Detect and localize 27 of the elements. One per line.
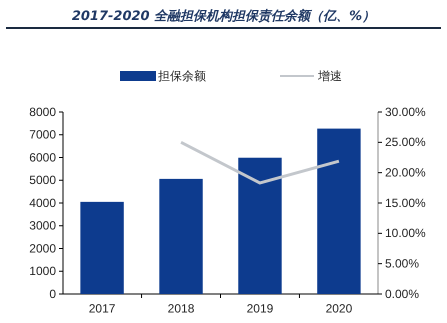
x-tick-label: 2018 <box>168 302 195 316</box>
bar <box>159 178 203 294</box>
y2-tick-label: 10.00% <box>385 226 426 240</box>
y2-tick-label: 20.00% <box>385 166 426 180</box>
bar <box>80 202 124 294</box>
y-tick-label: 4000 <box>29 196 56 210</box>
x-tick-label: 2020 <box>326 302 353 316</box>
y2-tick-label: 25.00% <box>385 135 426 150</box>
x-tick-label: 2019 <box>246 302 274 316</box>
y-tick-label: 5000 <box>29 173 56 188</box>
y-tick-label: 7000 <box>29 128 56 142</box>
y2-tick-label: 15.00% <box>385 196 426 210</box>
y-tick-label: 2000 <box>29 241 56 256</box>
y-tick-label: 0 <box>49 286 56 301</box>
y-tick-label: 1000 <box>29 264 56 278</box>
chart-title: 2017-2020 全融担保机构担保责任余额（亿、%） <box>72 8 376 24</box>
y-tick-label: 6000 <box>29 150 56 164</box>
y2-tick-label: 0.00% <box>385 286 420 301</box>
y-tick-label: 3000 <box>29 218 56 233</box>
bar <box>317 128 361 294</box>
legend-label: 增速 <box>317 69 342 83</box>
legend-label: 担保余额 <box>158 69 206 83</box>
y2-tick-label: 5.00% <box>385 256 420 271</box>
x-tick-label: 2017 <box>88 302 116 316</box>
y2-tick-label: 30.00% <box>385 104 426 119</box>
bar <box>238 158 282 294</box>
y-tick-label: 8000 <box>29 104 56 119</box>
